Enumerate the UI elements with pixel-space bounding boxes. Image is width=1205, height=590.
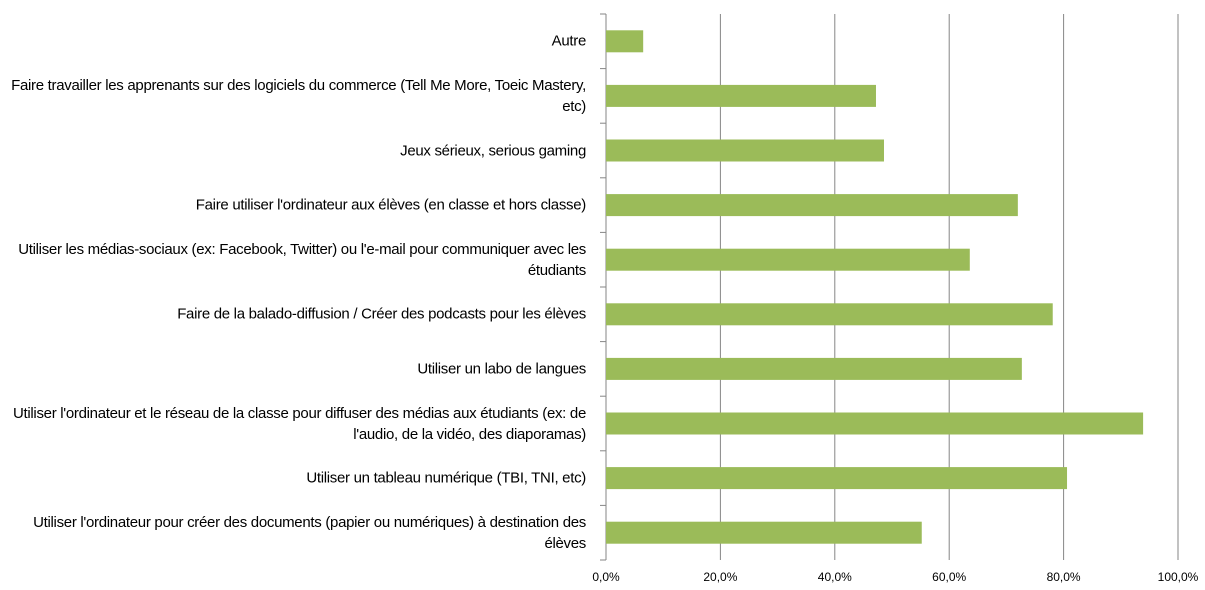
x-tick-label: 20,0%	[703, 570, 737, 584]
category-label: Utiliser l'ordinateur pour créer des doc…	[33, 513, 586, 552]
bar	[606, 412, 1144, 435]
bar	[606, 84, 876, 107]
category-label: Utiliser l'ordinateur et le réseau de la…	[12, 404, 586, 443]
x-tick-label: 80,0%	[1047, 570, 1081, 584]
x-tick-label: 60,0%	[932, 570, 966, 584]
bar	[606, 303, 1053, 326]
category-label: Jeux sérieux, serious gaming	[400, 142, 586, 159]
bar	[606, 248, 970, 271]
bar	[606, 194, 1018, 217]
category-label: Faire de la balado-diffusion / Créer des…	[177, 305, 586, 323]
x-tick-label: 40,0%	[818, 570, 852, 584]
bar	[606, 139, 884, 162]
bar	[606, 521, 922, 544]
x-tick-label: 100,0%	[1158, 570, 1199, 584]
bar	[606, 30, 644, 53]
bar	[606, 357, 1022, 380]
category-label: Faire travailler les apprenants sur des …	[11, 76, 586, 115]
category-label: Faire utiliser l'ordinateur aux élèves (…	[195, 196, 587, 214]
category-label: Utiliser les médias-sociaux (ex: Faceboo…	[18, 240, 586, 279]
x-tick-label: 0,0%	[592, 570, 620, 584]
category-label: Autre	[551, 32, 587, 50]
category-label: Utiliser un labo de langues	[417, 360, 586, 378]
bar	[606, 467, 1068, 490]
category-label: Utiliser un tableau numérique (TBI, TNI,…	[306, 469, 586, 487]
